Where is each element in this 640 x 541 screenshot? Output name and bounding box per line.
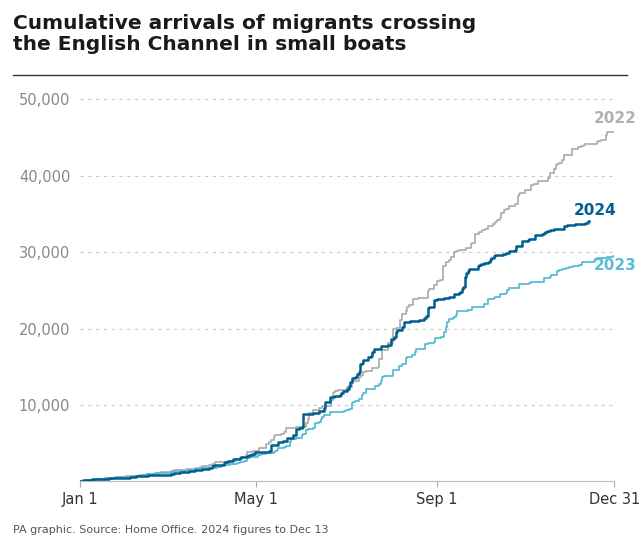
Text: Cumulative arrivals of migrants crossing: Cumulative arrivals of migrants crossing bbox=[13, 14, 476, 32]
Text: 2023: 2023 bbox=[594, 258, 637, 273]
Text: PA graphic. Source: Home Office. 2024 figures to Dec 13: PA graphic. Source: Home Office. 2024 fi… bbox=[13, 525, 328, 535]
Text: 2024: 2024 bbox=[573, 203, 616, 217]
Text: the English Channel in small boats: the English Channel in small boats bbox=[13, 35, 406, 54]
Text: 2022: 2022 bbox=[594, 111, 637, 126]
